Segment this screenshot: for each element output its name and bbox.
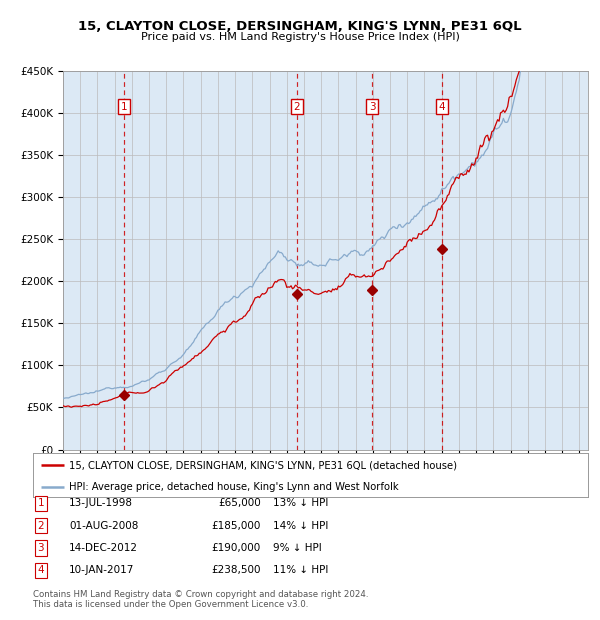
Text: 14% ↓ HPI: 14% ↓ HPI — [273, 521, 328, 531]
Text: 3: 3 — [369, 102, 376, 112]
Text: £190,000: £190,000 — [212, 543, 261, 553]
Text: 9% ↓ HPI: 9% ↓ HPI — [273, 543, 322, 553]
Text: 1: 1 — [121, 102, 127, 112]
Text: 11% ↓ HPI: 11% ↓ HPI — [273, 565, 328, 575]
Text: 2: 2 — [37, 521, 44, 531]
Text: This data is licensed under the Open Government Licence v3.0.: This data is licensed under the Open Gov… — [33, 600, 308, 609]
Text: 4: 4 — [37, 565, 44, 575]
Text: 2: 2 — [293, 102, 300, 112]
Text: 10-JAN-2017: 10-JAN-2017 — [69, 565, 134, 575]
Text: 1: 1 — [37, 498, 44, 508]
Text: Price paid vs. HM Land Registry's House Price Index (HPI): Price paid vs. HM Land Registry's House … — [140, 32, 460, 42]
Text: 13% ↓ HPI: 13% ↓ HPI — [273, 498, 328, 508]
Text: £185,000: £185,000 — [212, 521, 261, 531]
Text: 13-JUL-1998: 13-JUL-1998 — [69, 498, 133, 508]
Text: 4: 4 — [439, 102, 446, 112]
Text: 15, CLAYTON CLOSE, DERSINGHAM, KING'S LYNN, PE31 6QL: 15, CLAYTON CLOSE, DERSINGHAM, KING'S LY… — [78, 20, 522, 33]
Text: £65,000: £65,000 — [218, 498, 261, 508]
Text: Contains HM Land Registry data © Crown copyright and database right 2024.: Contains HM Land Registry data © Crown c… — [33, 590, 368, 599]
Text: 14-DEC-2012: 14-DEC-2012 — [69, 543, 138, 553]
Text: £238,500: £238,500 — [212, 565, 261, 575]
Text: 15, CLAYTON CLOSE, DERSINGHAM, KING'S LYNN, PE31 6QL (detached house): 15, CLAYTON CLOSE, DERSINGHAM, KING'S LY… — [69, 460, 457, 470]
Text: 3: 3 — [37, 543, 44, 553]
Text: HPI: Average price, detached house, King's Lynn and West Norfolk: HPI: Average price, detached house, King… — [69, 482, 398, 492]
Text: 01-AUG-2008: 01-AUG-2008 — [69, 521, 139, 531]
